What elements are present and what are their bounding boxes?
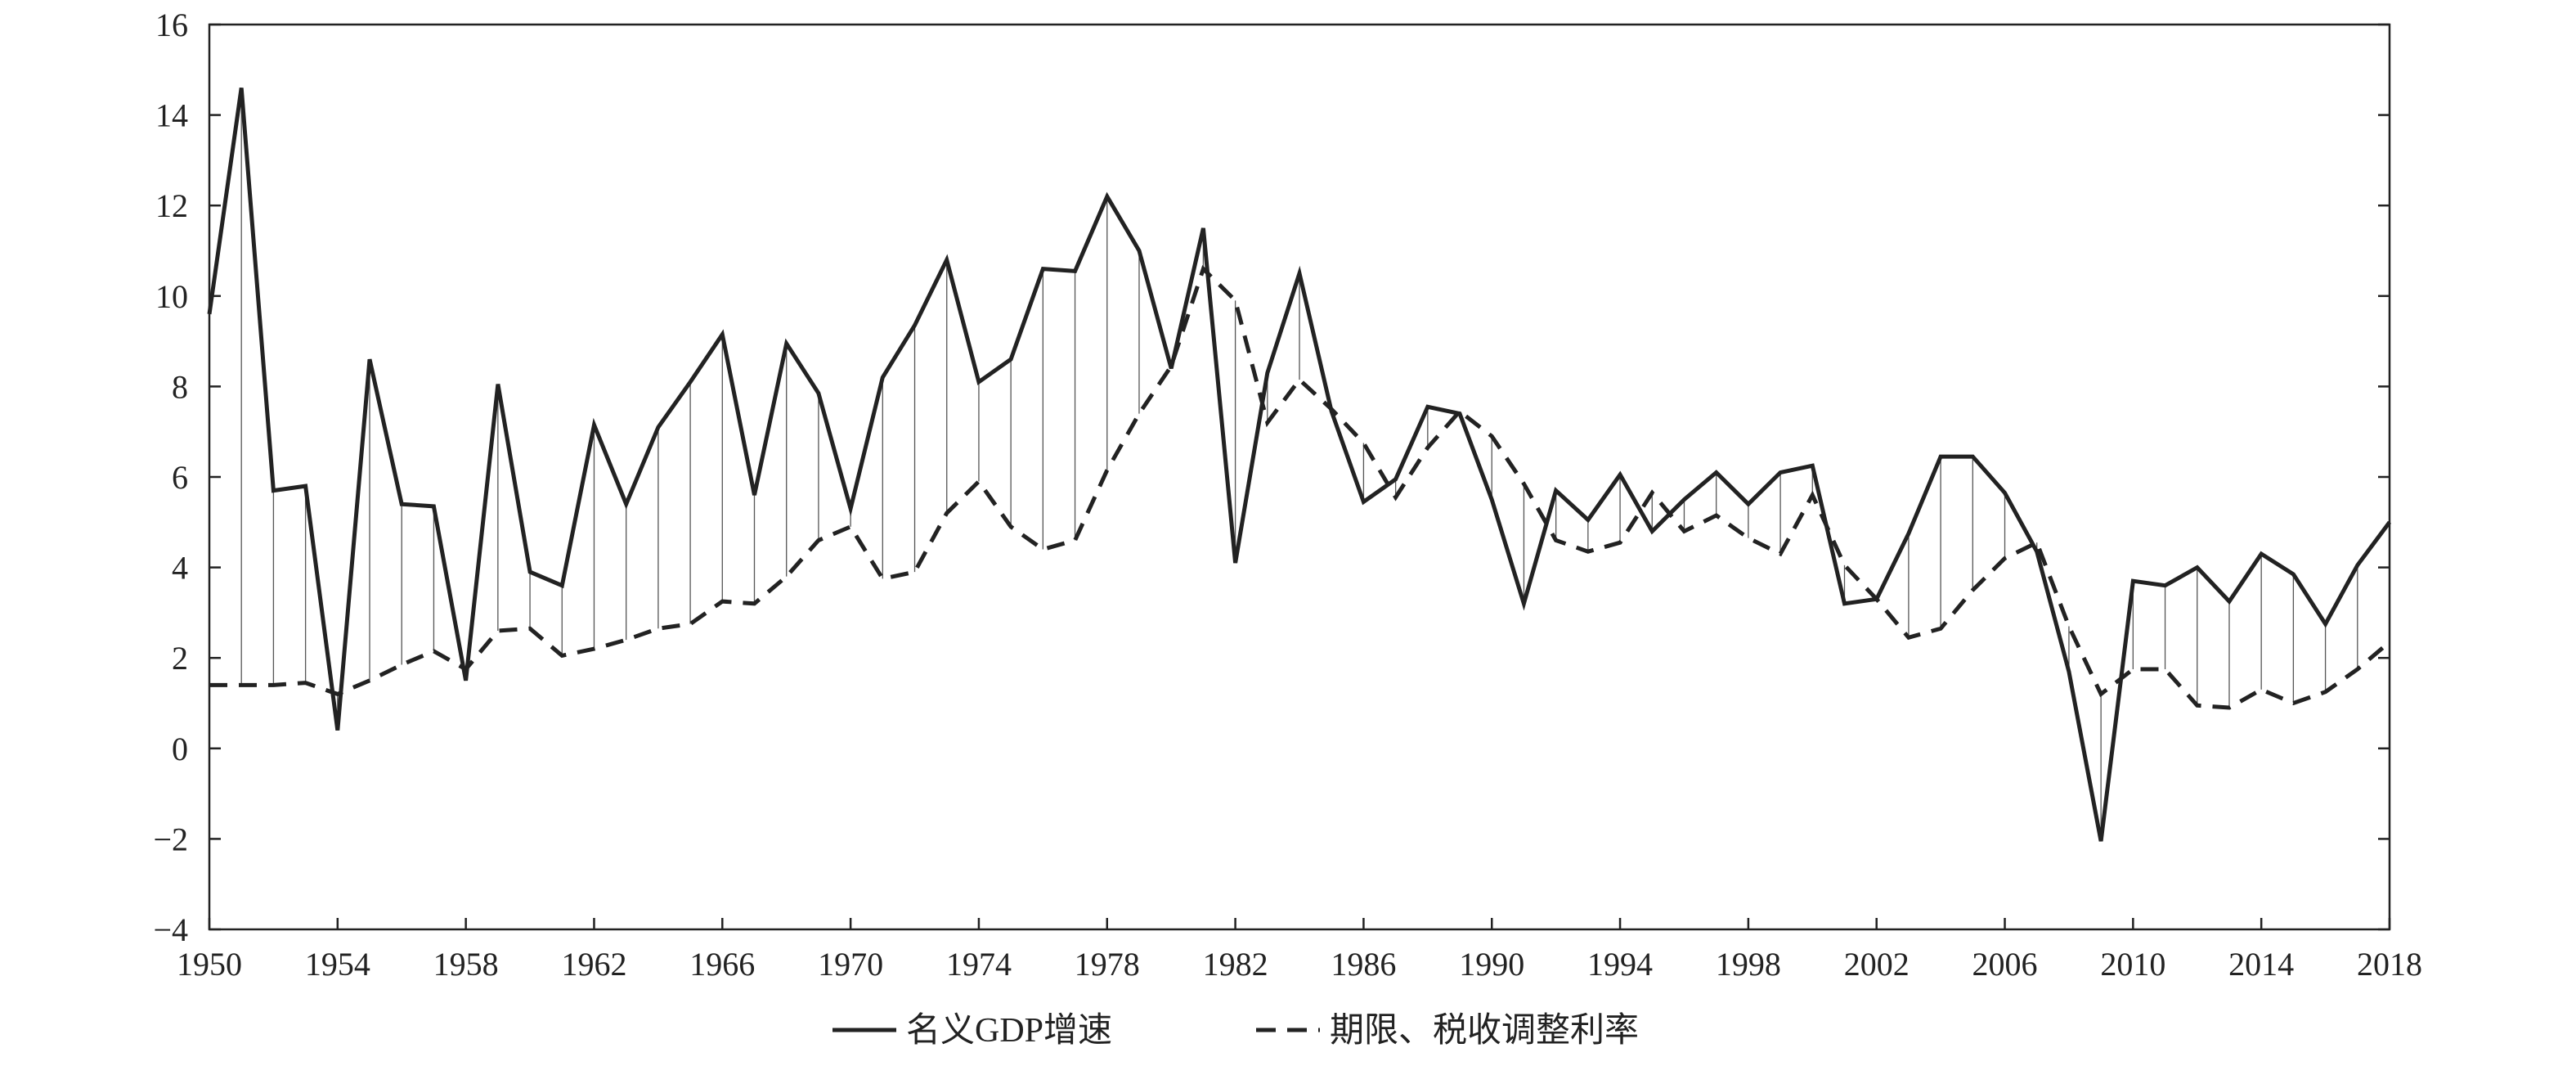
series-line-adjusted-rate: [209, 264, 2391, 710]
y-tick-label: 10: [155, 278, 188, 315]
legend: 名义GDP增速 期限、税收调整利率: [832, 1011, 1639, 1050]
x-tick-label: 1998: [1716, 946, 1781, 983]
x-tick-label: 1966: [689, 946, 755, 983]
x-tick-label: 1994: [1587, 946, 1653, 983]
y-tick-label: 14: [155, 97, 188, 134]
y-tick-label: 2: [172, 640, 188, 677]
x-tick-label: 1970: [818, 946, 883, 983]
difference-fill-lines: [209, 88, 2390, 842]
x-tick-label: 1962: [561, 946, 626, 983]
y-tick-label: 6: [172, 459, 188, 496]
y-tick-label: 0: [172, 731, 188, 767]
x-tick-label: 2018: [2357, 946, 2422, 983]
y-tick-label: 8: [172, 368, 188, 405]
x-tick-label: 2002: [1844, 946, 1910, 983]
x-tick-label: 1982: [1203, 946, 1268, 983]
y-tick-label: −4: [153, 911, 188, 948]
x-tick-label: 1974: [946, 946, 1012, 983]
x-tick-label: 1978: [1075, 946, 1140, 983]
legend-item-gdp-growth: 名义GDP增速: [906, 1012, 1112, 1050]
series-line-gdp-growth: [207, 88, 2392, 842]
x-tick-label: 1954: [305, 946, 370, 983]
x-tick-label: 2014: [2228, 946, 2294, 983]
y-axis: −4 −2 0 2 4 6 8 10 12 14 16: [153, 7, 2390, 948]
y-tick-label: 16: [155, 7, 188, 43]
x-tick-label: 2010: [2100, 946, 2165, 983]
x-tick-label: 1990: [1459, 946, 1524, 983]
y-tick-label: 4: [172, 550, 188, 587]
x-axis: 1950 1954 1958 1962 1966 1970 1974 1978 1982 1986…: [177, 918, 2422, 983]
legend-item-adjusted-rate: 期限、税收调整利率: [1330, 1011, 1639, 1050]
y-tick-label: 12: [155, 187, 188, 224]
series-layer: [207, 88, 2392, 842]
x-tick-label: 1950: [177, 946, 242, 983]
plot-frame: [208, 23, 2391, 931]
x-tick-label: 1958: [433, 946, 499, 983]
x-tick-label: 1986: [1331, 946, 1396, 983]
y-tick-label: −2: [153, 821, 188, 857]
x-tick-label: 2006: [1972, 946, 2038, 983]
